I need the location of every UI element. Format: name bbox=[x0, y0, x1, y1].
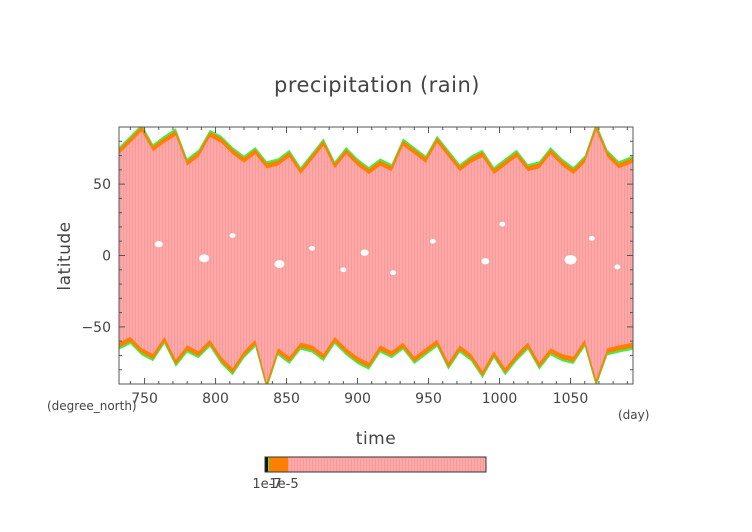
colorbar-level-lowest bbox=[268, 457, 269, 472]
dry-patch bbox=[429, 238, 436, 244]
x-tick-label: 1050 bbox=[553, 391, 589, 407]
y-axis-units: (degree_north) bbox=[47, 399, 137, 413]
colorbar-level-high bbox=[288, 457, 486, 472]
colorbar-label: 1e-5 bbox=[269, 477, 298, 492]
colorbar-frame bbox=[264, 456, 487, 473]
y-tick-label: −50 bbox=[81, 320, 111, 336]
x-tick-label: 850 bbox=[273, 391, 300, 407]
band-rain bbox=[119, 129, 633, 383]
x-axis-title: time bbox=[356, 429, 396, 449]
colorbar-level-lowest bbox=[265, 457, 268, 472]
dry-patch bbox=[360, 249, 369, 256]
dry-patch bbox=[614, 264, 621, 270]
dry-patches bbox=[154, 221, 621, 276]
dry-patch bbox=[199, 254, 210, 263]
dry-patch bbox=[499, 221, 506, 227]
dry-patch bbox=[154, 240, 163, 248]
axis-ticks: 750 800 850 900 950 1000 1050 −50 0 50 bbox=[81, 127, 633, 407]
y-axis-title: latitude bbox=[55, 221, 75, 290]
dry-patch bbox=[390, 270, 397, 276]
dry-patch bbox=[588, 235, 595, 241]
y-tick-label: 50 bbox=[93, 177, 111, 193]
colorbar: 1e-71e-5 bbox=[252, 456, 487, 492]
dry-patch bbox=[274, 260, 285, 269]
x-tick-label: 750 bbox=[131, 391, 158, 407]
dry-patch bbox=[309, 245, 316, 251]
chart-title: precipitation (rain) bbox=[274, 73, 480, 97]
x-axis-units: (day) bbox=[618, 408, 649, 422]
y-tick-label: 0 bbox=[102, 249, 111, 265]
dry-patch bbox=[481, 258, 490, 265]
x-tick-label: 800 bbox=[202, 391, 229, 407]
dry-patch bbox=[340, 267, 347, 273]
x-tick-label: 1000 bbox=[482, 391, 518, 407]
dry-patch bbox=[229, 233, 236, 238]
plot-area bbox=[119, 127, 633, 384]
x-tick-label: 900 bbox=[344, 391, 371, 407]
colorbar-label: 1e-7 bbox=[252, 477, 281, 492]
colorbar-level-low bbox=[269, 457, 288, 472]
dry-patch bbox=[564, 254, 577, 265]
x-tick-label: 950 bbox=[415, 391, 442, 407]
